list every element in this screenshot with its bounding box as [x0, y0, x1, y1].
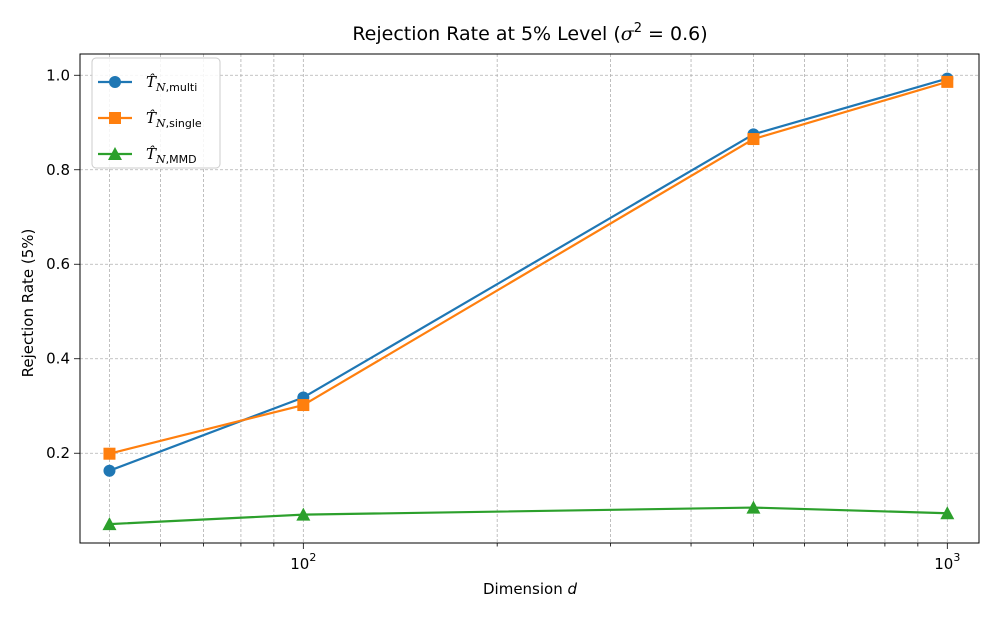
- series-1: [103, 75, 954, 460]
- legend-sub-text: ,MMD: [166, 153, 197, 166]
- legend-label: T̂N,multi: [146, 73, 197, 94]
- legend-sub-text: ,multi: [166, 81, 198, 94]
- series-1-point: [747, 133, 760, 146]
- legend-sub-italic: N: [155, 81, 166, 94]
- legend-sub-text: ,single: [166, 117, 202, 130]
- y-tick-label: 0.6: [46, 255, 70, 273]
- x-tick-exponent: 3: [953, 551, 960, 564]
- x-tick-label: 102: [290, 551, 316, 573]
- x-tick-base: 10: [934, 555, 953, 573]
- chart-title: Rejection Rate at 5% Level (σ2 = 0.6): [352, 21, 707, 45]
- series-0-point: [103, 464, 116, 477]
- y-tick-label: 0.4: [46, 350, 70, 368]
- series-1-point: [941, 75, 954, 88]
- x-tick-exponent: 2: [309, 551, 316, 564]
- series-2-point: [940, 506, 955, 520]
- series-1-point: [103, 447, 116, 460]
- y-tick-label: 0.8: [46, 161, 70, 179]
- legend-marker: [109, 112, 121, 124]
- legend-box: [91, 57, 221, 169]
- legend-label: T̂N,single: [146, 109, 202, 130]
- legend-marker: [109, 76, 121, 88]
- legend-symbol: T̂: [146, 73, 157, 91]
- series-line-1: [109, 80, 948, 455]
- series-2-point: [746, 500, 761, 514]
- plot-frame: [79, 53, 980, 544]
- x-axis-label: Dimension d: [483, 580, 578, 598]
- y-tick-label: 0.2: [46, 444, 70, 462]
- y-tick-label: 1.0: [46, 66, 70, 84]
- x-tick-label: 103: [934, 551, 960, 573]
- series-2-point: [102, 517, 117, 531]
- legend-item-1: T̂N,single: [98, 109, 202, 130]
- series-2: [102, 500, 955, 531]
- legend-sub-italic: N: [155, 117, 166, 130]
- series-layer: [102, 72, 955, 531]
- legend-item-2: T̂N,MMD: [98, 145, 197, 166]
- axes: [79, 53, 980, 544]
- series-1-point: [297, 399, 310, 412]
- series-line-2: [109, 506, 948, 526]
- x-tick-base: 10: [290, 555, 309, 573]
- legend-symbol: T̂: [146, 145, 157, 163]
- y-axis-label: Rejection Rate (5%): [19, 229, 37, 378]
- series-line-0: [109, 77, 948, 472]
- legend-label: T̂N,MMD: [146, 145, 197, 166]
- series-2-point: [296, 507, 311, 521]
- legend-item-0: T̂N,multi: [98, 73, 197, 94]
- legend-marker: [108, 147, 122, 160]
- legend-sub-italic: N: [155, 153, 166, 166]
- legend-symbol: T̂: [146, 109, 157, 127]
